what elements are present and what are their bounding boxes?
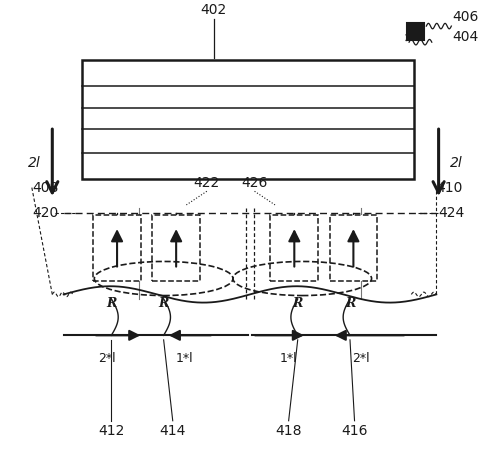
Text: 406: 406	[452, 10, 478, 24]
Text: 404: 404	[452, 30, 478, 44]
Bar	[93, 215, 141, 281]
Text: 2l: 2l	[450, 156, 463, 170]
Text: 420: 420	[32, 206, 58, 219]
Text: 1*l: 1*l	[176, 352, 193, 365]
Text: R: R	[345, 297, 355, 310]
Text: 424: 424	[438, 206, 465, 219]
Text: 2*l: 2*l	[352, 352, 370, 365]
Bar	[152, 215, 200, 281]
Text: 402: 402	[200, 3, 227, 17]
Text: R: R	[292, 297, 303, 310]
Text: 410: 410	[436, 181, 462, 195]
Text: 426: 426	[242, 176, 268, 190]
Text: 422: 422	[194, 176, 220, 190]
Bar	[82, 60, 413, 178]
Bar	[407, 23, 424, 40]
Text: R: R	[106, 297, 117, 310]
Text: 412: 412	[98, 424, 124, 438]
Text: 408: 408	[32, 181, 58, 195]
Text: 416: 416	[342, 424, 368, 438]
Text: 414: 414	[160, 424, 186, 438]
Bar	[270, 215, 318, 281]
Bar	[330, 215, 378, 281]
Text: 2l: 2l	[28, 156, 40, 170]
Text: 418: 418	[276, 424, 302, 438]
Text: R: R	[158, 297, 169, 310]
Text: 2*l: 2*l	[98, 352, 116, 365]
Text: 1*l: 1*l	[280, 352, 297, 365]
